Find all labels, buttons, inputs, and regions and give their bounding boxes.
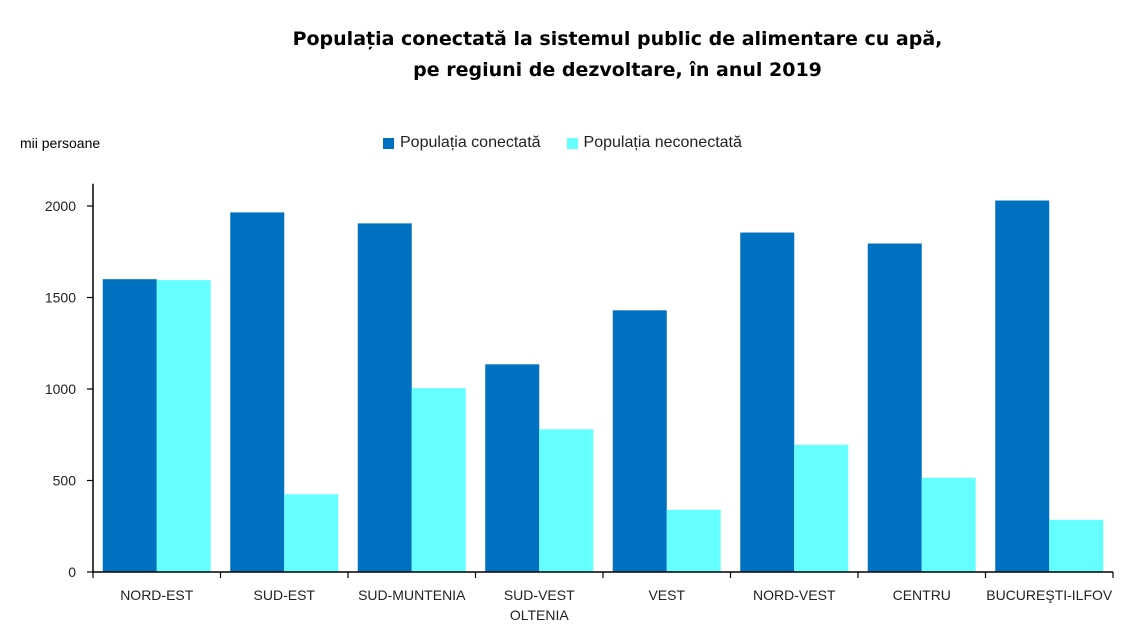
bar-connected-0 (102, 279, 157, 572)
bar-unconnected-3 (539, 429, 594, 572)
bar-unconnected-5 (794, 444, 849, 572)
legend-item-unconnected: Populația neconectată (566, 134, 742, 152)
bar-connected-2 (357, 223, 412, 572)
bar-connected-3 (485, 364, 540, 572)
chart-title-line2: pe regiuni de dezvoltare, în anul 2019 (413, 59, 822, 81)
x-tick-label-3: SUD-VEST (504, 587, 575, 603)
legend: Populația conectată Populația neconectat… (383, 134, 742, 152)
x-tick-label-6: CENTRU (893, 587, 951, 603)
y-axis-label: mii persoane (20, 135, 101, 151)
legend-label-unconnected: Populația neconectată (583, 134, 742, 151)
chart-title-line1: Populația conectată la sistemul public d… (292, 28, 943, 50)
legend-swatch-connected (383, 137, 394, 149)
bar-unconnected-4 (666, 509, 721, 572)
x-tick-label-0: NORD-EST (120, 587, 194, 603)
x-tick-label-3-line2: OLTENIA (510, 607, 570, 623)
x-tick-label-1: SUD-EST (254, 587, 316, 603)
bar-connected-7 (995, 200, 1050, 572)
chart-title-block: Populația conectată la sistemul public d… (0, 0, 1129, 100)
bar-connected-5 (740, 232, 795, 572)
legend-swatch-unconnected (566, 137, 578, 149)
bar-unconnected-2 (411, 388, 466, 572)
y-tick-label-0: 0 (68, 564, 76, 580)
y-tick-label-2: 1000 (45, 381, 76, 397)
bar-connected-4 (612, 310, 667, 572)
legend-item-connected: Populația conectată (383, 134, 541, 152)
legend-label-connected: Populația conectată (400, 134, 541, 151)
bar-unconnected-7 (1049, 519, 1104, 572)
x-tick-label-5: NORD-VEST (753, 587, 836, 603)
bar-unconnected-6 (921, 477, 976, 572)
x-tick-label-7: BUCUREŞTI-ILFOV (986, 587, 1113, 603)
y-tick-label-1: 500 (53, 473, 77, 489)
y-tick-label-3: 1500 (45, 290, 76, 306)
bar-unconnected-1 (284, 494, 339, 572)
bar-connected-6 (867, 243, 922, 572)
bar-connected-1 (230, 212, 285, 572)
bar-unconnected-0 (156, 280, 211, 572)
x-tick-label-4: VEST (648, 587, 685, 603)
x-tick-label-2: SUD-MUNTENIA (358, 587, 466, 603)
y-tick-label-4: 2000 (45, 198, 76, 214)
